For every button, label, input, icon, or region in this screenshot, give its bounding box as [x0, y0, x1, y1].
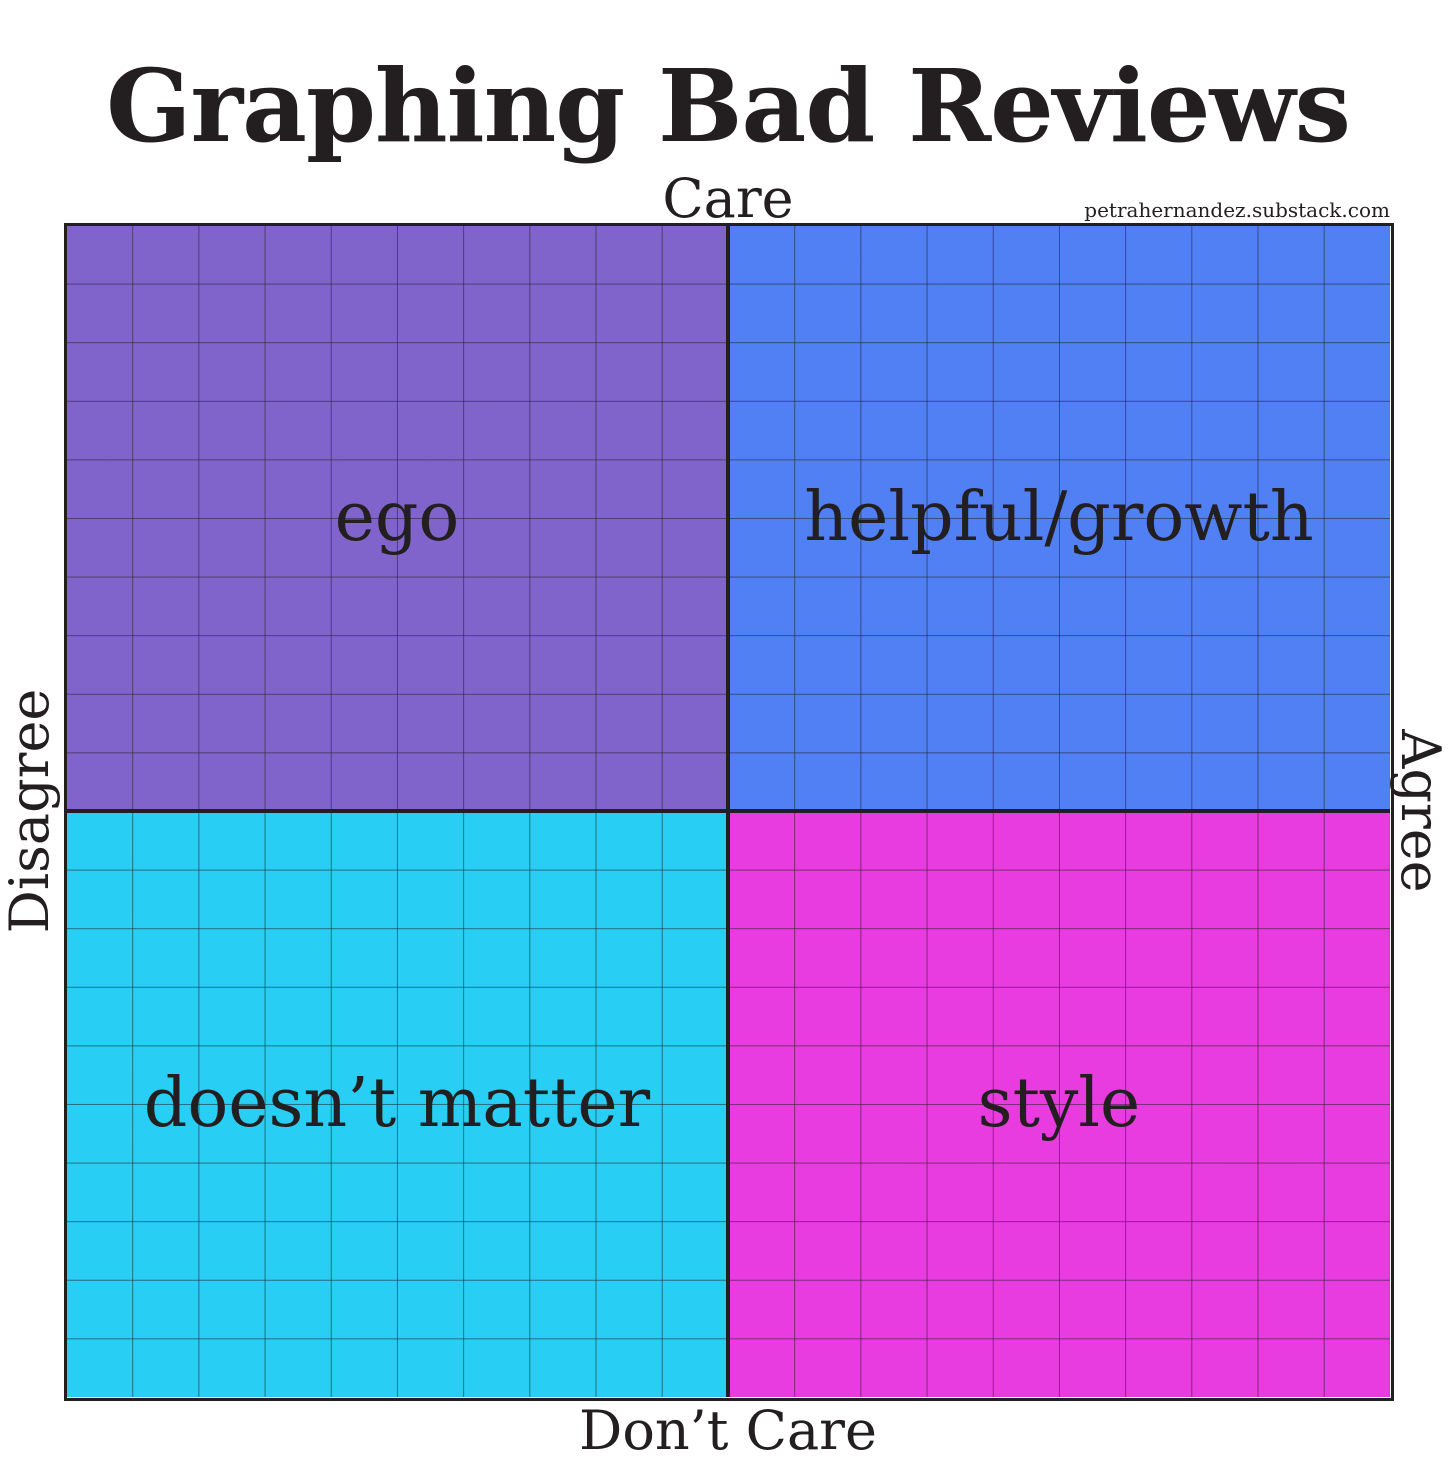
axis-label-left: Disagree: [0, 688, 61, 934]
page-title: Graphing Bad Reviews: [106, 47, 1351, 165]
quadrant-bottom-right: style: [728, 811, 1390, 1397]
watermark: petrahernandez.substack.com: [1084, 198, 1390, 222]
horizontal-divider: [66, 809, 1390, 813]
quadrant-top-right: helpful/growth: [728, 225, 1390, 811]
quadrant-grid: ego helpful/growth doesn’t matter style: [64, 223, 1394, 1401]
axis-label-right: Agree: [1389, 729, 1452, 893]
quadrant-label-style: style: [977, 1064, 1141, 1143]
quadrant-label-doesnt-matter: doesn’t matter: [143, 1064, 651, 1143]
quadrant-top-left: ego: [66, 225, 728, 811]
quadrant-bottom-left: doesn’t matter: [66, 811, 728, 1397]
quadrant-label-ego: ego: [334, 478, 460, 557]
axis-label-bottom: Don’t Care: [579, 1399, 877, 1462]
axis-label-top: Care: [662, 167, 794, 230]
quadrant-label-helpful-growth: helpful/growth: [804, 478, 1314, 557]
